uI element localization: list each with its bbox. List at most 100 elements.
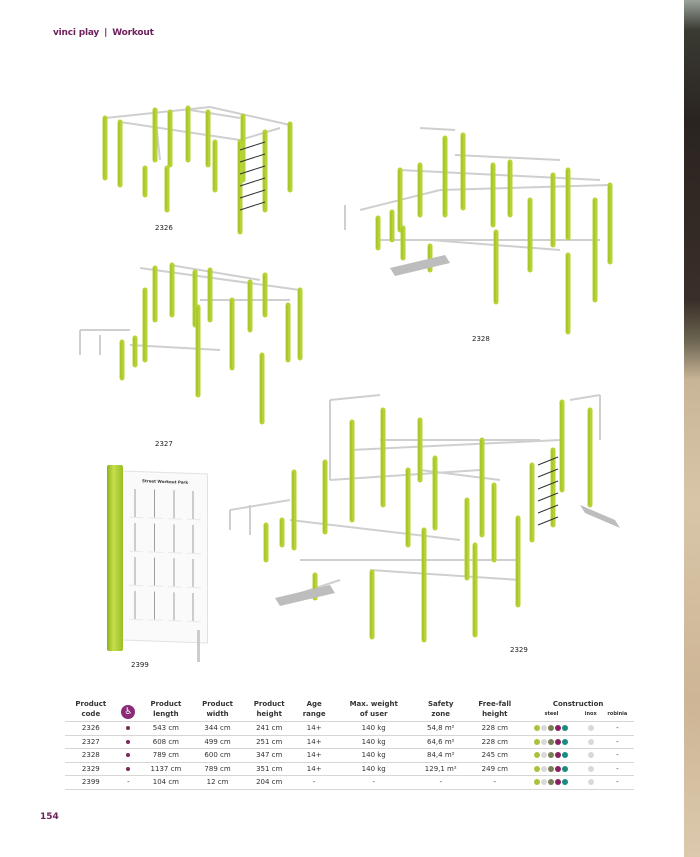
cell-inox — [580, 775, 601, 790]
col-steel: steel — [544, 711, 559, 717]
cell-age: - — [295, 775, 334, 790]
col-inox: inox — [584, 711, 597, 717]
cell-robinia: - — [600, 734, 634, 749]
info-board: Street Workout Park — [122, 470, 208, 644]
climbing-net — [537, 516, 559, 526]
cell-height: 347 cm — [243, 748, 296, 762]
color-dot — [548, 765, 555, 772]
bar — [454, 154, 561, 161]
exercise-pictogram — [148, 591, 163, 621]
exercise-pictogram — [148, 523, 163, 553]
exercise-pictogram — [129, 522, 144, 553]
cell-code: 2327 — [65, 734, 117, 749]
cell-length: 1137 cm — [140, 761, 192, 776]
cell-code: 2399 — [65, 775, 117, 790]
cell-length: 104 cm — [140, 775, 192, 790]
col-weight: Max. weight of user — [349, 700, 398, 718]
cell-width: 600 cm — [191, 748, 244, 762]
color-dot — [562, 738, 569, 745]
cell-accessible: - — [116, 775, 141, 790]
cell-width: 499 cm — [191, 734, 244, 749]
col-age: Age range — [302, 700, 326, 718]
bar — [439, 184, 611, 191]
color-dot — [541, 765, 548, 772]
color-dot — [541, 725, 548, 732]
color-dot — [587, 725, 594, 732]
cell-height: 241 cm — [243, 721, 296, 735]
col-freefall: Free-fall height — [478, 700, 512, 718]
bar — [229, 499, 291, 511]
cell-accessible — [116, 761, 141, 776]
label-2327: 2327 — [155, 440, 173, 448]
cell-safety: 54,8 m² — [414, 721, 468, 735]
cell-steel — [522, 748, 581, 762]
table-row: 2329 1137 cm 789 cm 351 cm 14+ 140 kg 129,1 m²… — [65, 761, 634, 776]
exercise-pictogram — [167, 592, 182, 622]
bar — [569, 394, 601, 401]
bar — [329, 394, 381, 401]
exercise-pictogram — [167, 558, 182, 588]
color-dot — [548, 779, 555, 786]
col-height: Product height — [253, 700, 285, 718]
color-dot — [541, 752, 548, 759]
climbing-net — [239, 141, 266, 151]
color-dot — [587, 752, 594, 759]
cell-width: 12 cm — [191, 775, 244, 790]
cell-robinia: - — [600, 761, 634, 776]
color-dot — [548, 725, 555, 732]
exercise-pictogram — [148, 557, 163, 587]
accessible-bullet — [126, 726, 131, 731]
cell-height: 351 cm — [243, 761, 296, 776]
cell-code: 2329 — [65, 761, 117, 776]
cell-age: 14+ — [295, 734, 334, 749]
exercise-pictogram — [186, 524, 201, 555]
color-dot — [555, 779, 562, 786]
cell-steel — [522, 734, 581, 749]
color-dot — [534, 725, 541, 732]
accessible-bullet — [126, 739, 131, 744]
exercise-pictogram — [129, 556, 144, 587]
color-dot — [534, 752, 541, 759]
brand-name: vinci play — [53, 28, 100, 38]
cell-weight: 140 kg — [333, 734, 415, 749]
page-number: 154 — [40, 812, 59, 822]
color-dot — [555, 725, 562, 732]
bar — [189, 109, 241, 119]
cell-freefall: 245 cm — [467, 748, 523, 762]
cell-age: 14+ — [295, 761, 334, 776]
climbing-net — [239, 165, 266, 175]
exercise-pictogram — [167, 524, 182, 554]
cell-length: 543 cm — [140, 721, 192, 735]
cell-accessible — [116, 721, 141, 735]
cell-code: 2326 — [65, 721, 117, 735]
cell-code: 2328 — [65, 748, 117, 762]
label-2399: 2399 — [131, 661, 149, 669]
accessible-bullet — [126, 766, 131, 771]
wheelchair-icon: ♿ — [121, 705, 136, 719]
color-dot — [555, 738, 562, 745]
exercise-pictogram — [186, 490, 201, 521]
cell-weight: 140 kg — [333, 761, 415, 776]
cell-width: 344 cm — [191, 721, 244, 735]
climbing-net — [239, 177, 266, 187]
cell-safety: 84,4 m² — [414, 748, 468, 762]
color-dot — [548, 752, 555, 759]
page-header: vinci play | Workout — [53, 28, 154, 38]
cell-width: 789 cm — [191, 761, 244, 776]
col-safety: Safety zone — [428, 700, 454, 718]
bar — [419, 127, 456, 131]
cell-length: 608 cm — [140, 734, 192, 749]
label-2329: 2329 — [510, 646, 528, 654]
climbing-net — [537, 504, 559, 514]
cell-safety: - — [414, 775, 468, 790]
accessible-bullet — [126, 753, 131, 758]
col-robinia: robinia — [607, 711, 628, 717]
col-accessible: ♿ — [117, 699, 140, 722]
bench — [390, 255, 450, 276]
cell-height: 204 cm — [243, 775, 296, 790]
cell-freefall: - — [467, 775, 523, 790]
color-dot — [555, 765, 562, 772]
color-dot — [587, 765, 594, 772]
cell-safety: 64,6 m² — [414, 734, 468, 749]
bar — [289, 519, 461, 541]
